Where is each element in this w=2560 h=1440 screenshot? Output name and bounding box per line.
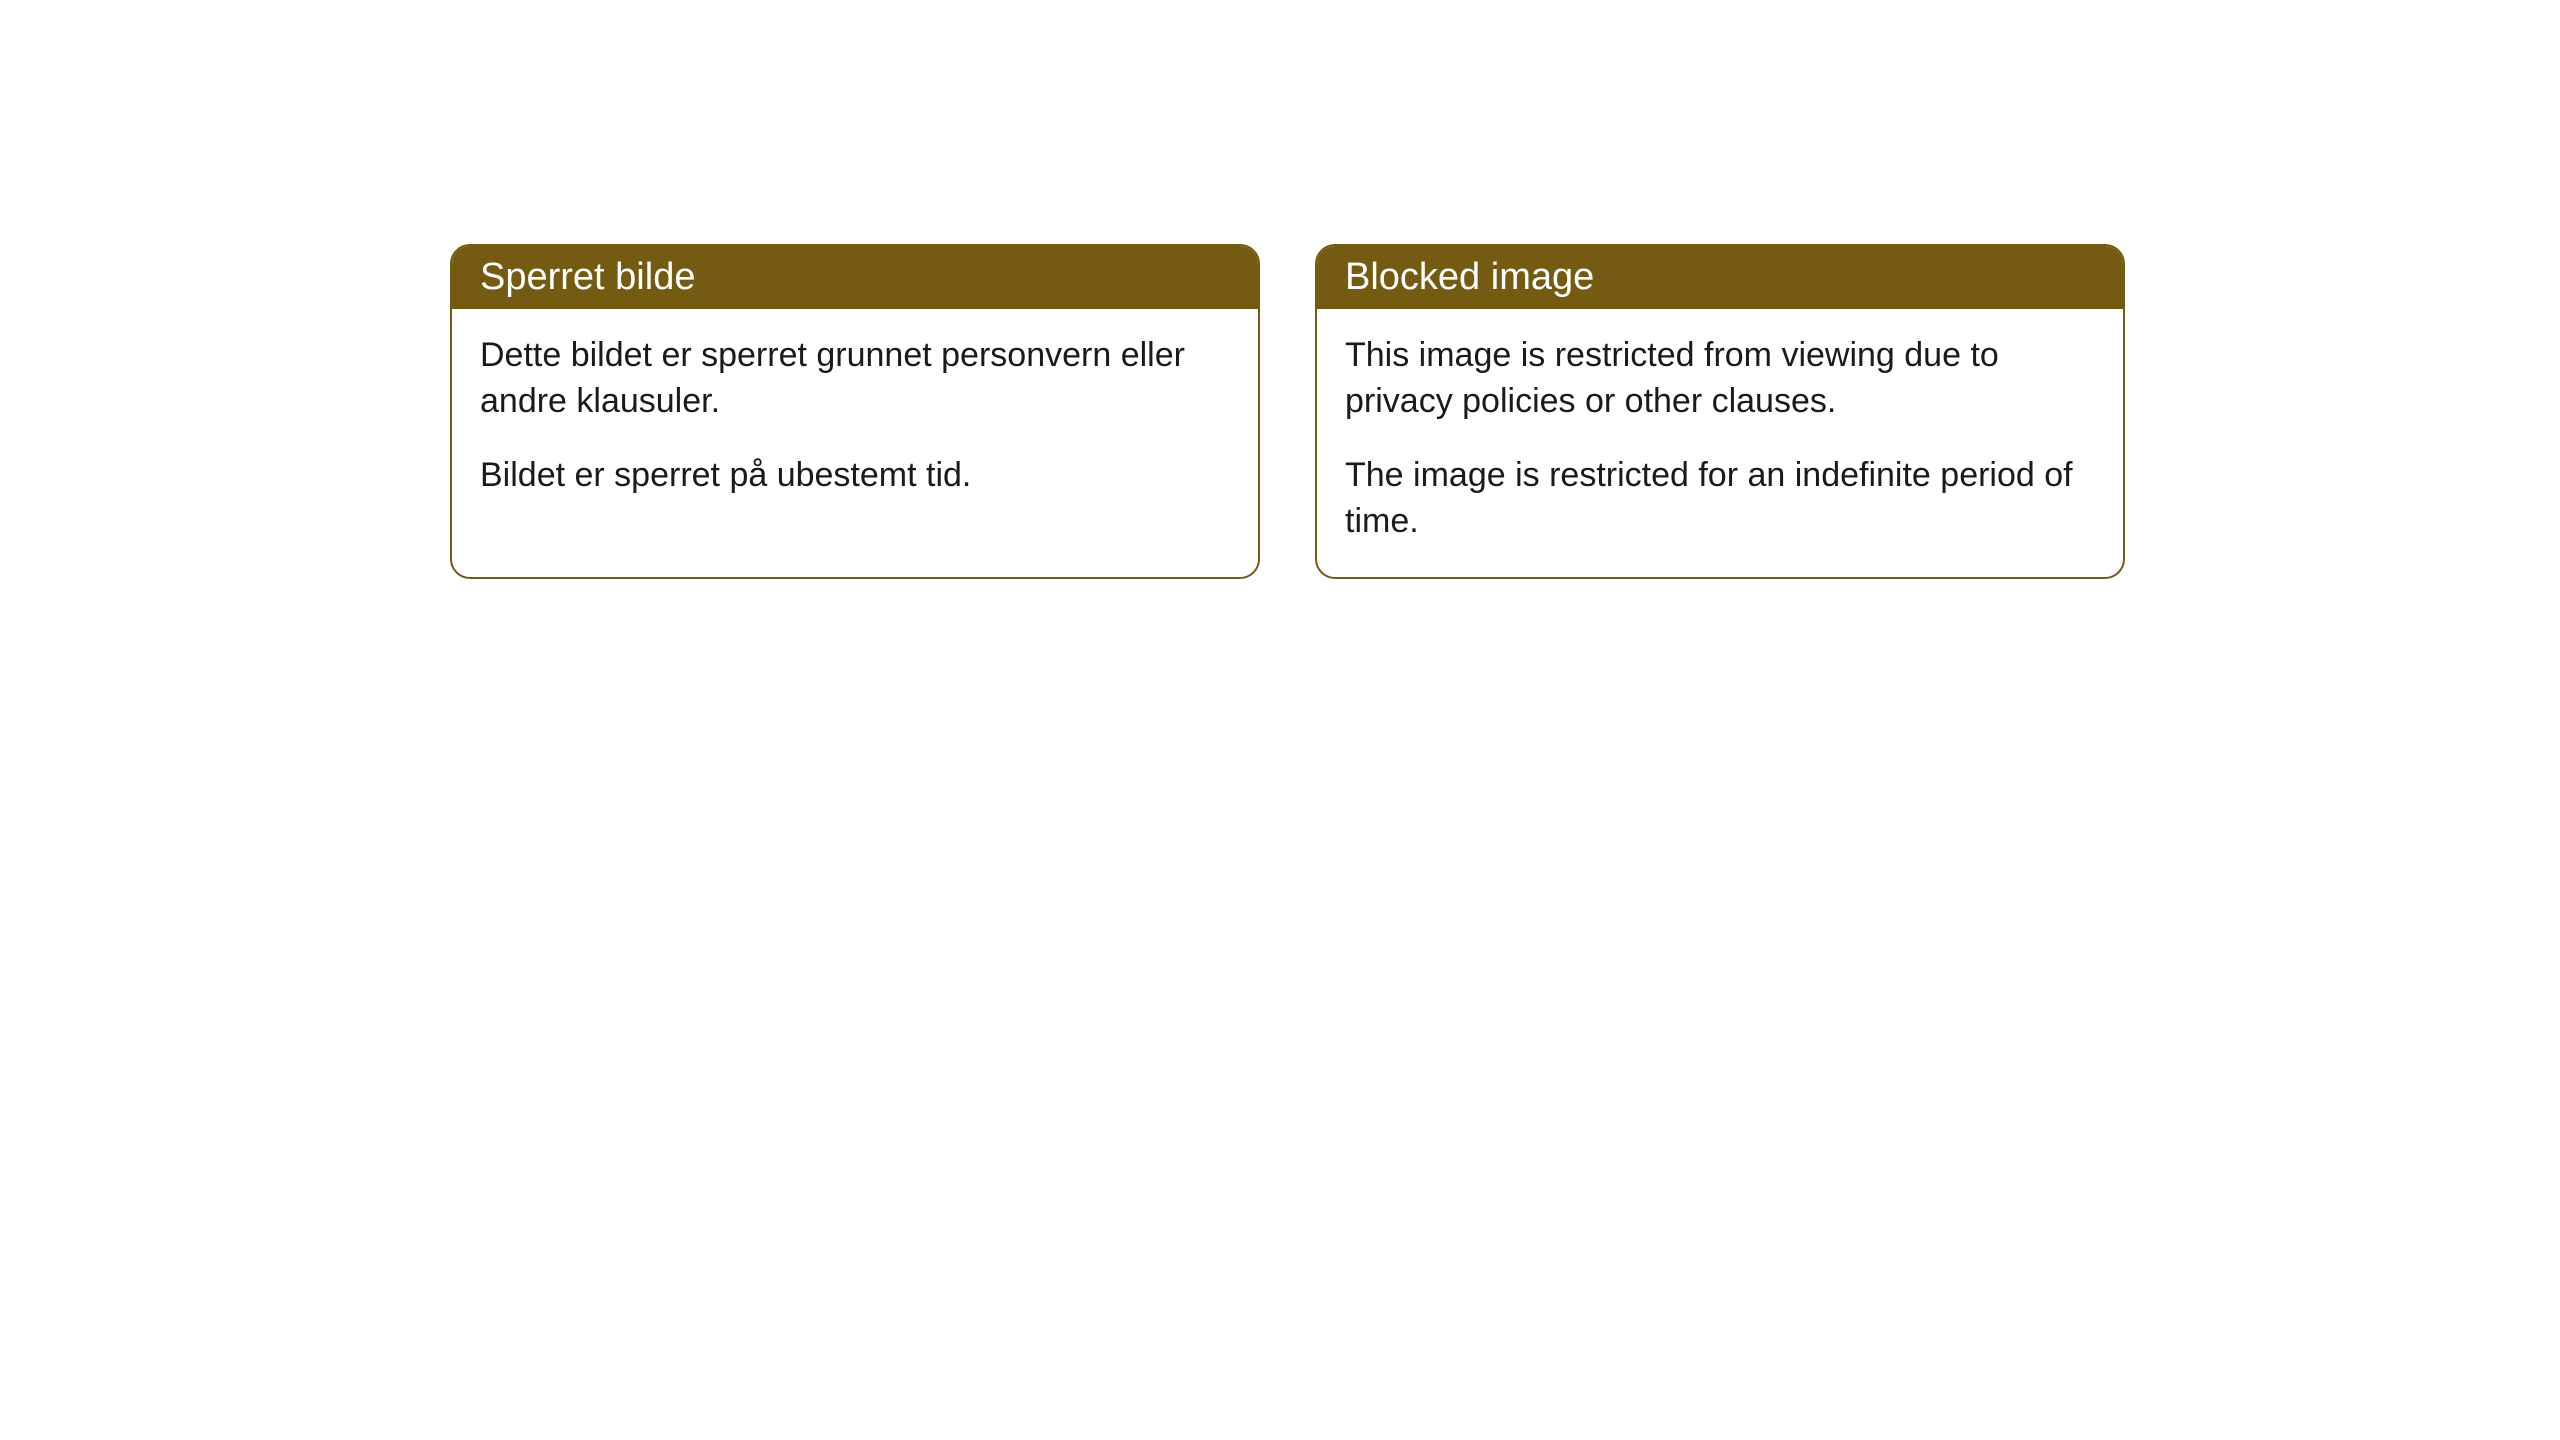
card-header-norwegian: Sperret bilde	[452, 246, 1258, 309]
notice-text-english-line2: The image is restricted for an indefinit…	[1345, 453, 2095, 545]
notice-text-english-line1: This image is restricted from viewing du…	[1345, 333, 2095, 425]
notice-cards-container: Sperret bilde Dette bildet er sperret gr…	[450, 244, 2125, 579]
notice-text-norwegian-line2: Bildet er sperret på ubestemt tid.	[480, 453, 1230, 499]
notice-card-norwegian: Sperret bilde Dette bildet er sperret gr…	[450, 244, 1260, 579]
card-header-english: Blocked image	[1317, 246, 2123, 309]
notice-text-norwegian-line1: Dette bildet er sperret grunnet personve…	[480, 333, 1230, 425]
notice-card-english: Blocked image This image is restricted f…	[1315, 244, 2125, 579]
card-body-english: This image is restricted from viewing du…	[1317, 309, 2123, 577]
card-body-norwegian: Dette bildet er sperret grunnet personve…	[452, 309, 1258, 531]
